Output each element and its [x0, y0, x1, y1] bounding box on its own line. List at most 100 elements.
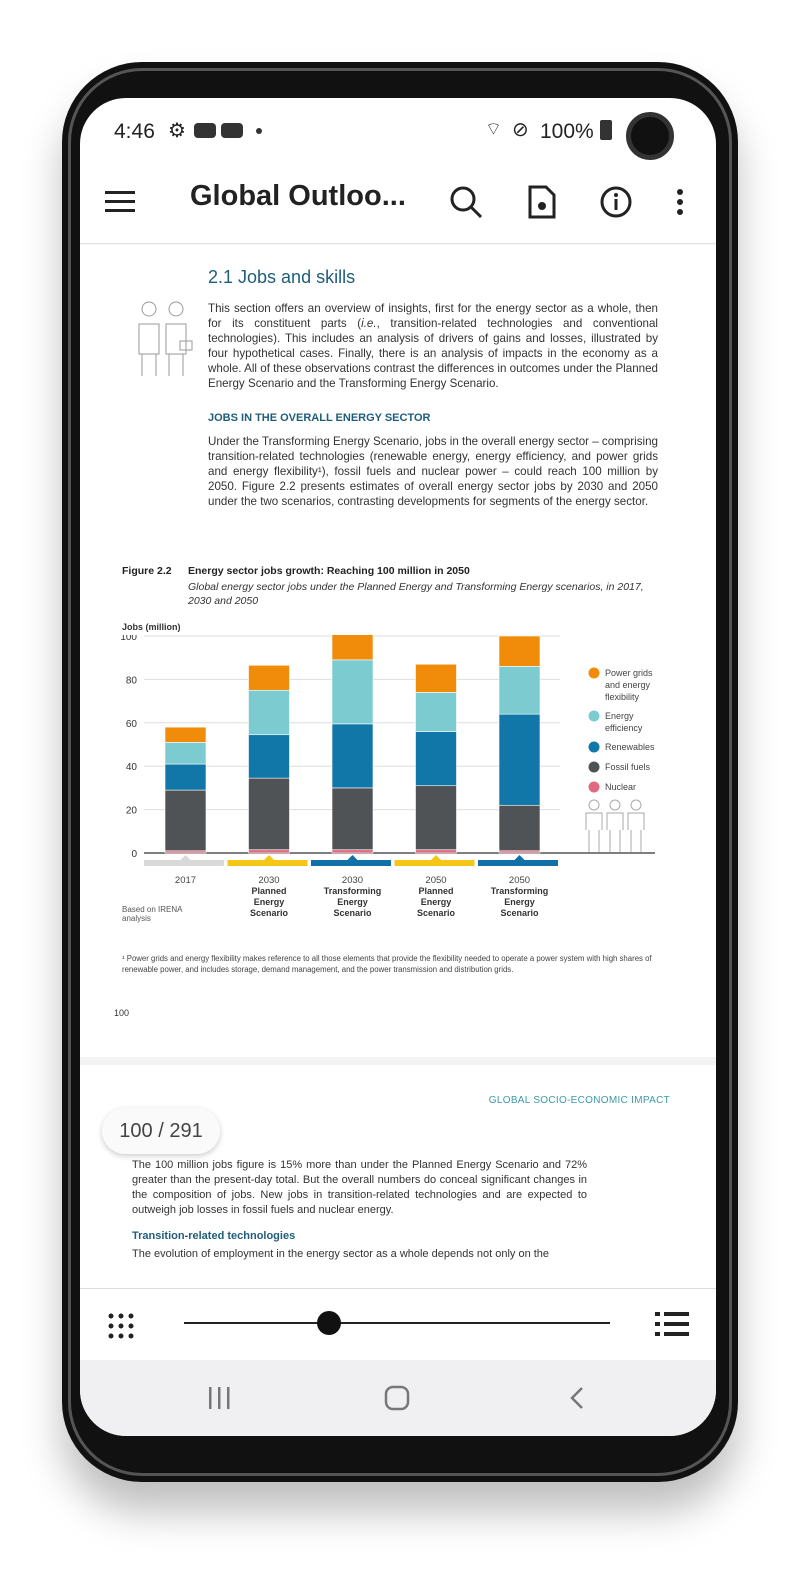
- bar-segment-fossil-fuels: [164, 789, 207, 852]
- page-indicator: 100 / 291: [102, 1108, 220, 1154]
- body-paragraph: The 100 million jobs figure is 15% more …: [132, 1159, 587, 1216]
- figure-label: Figure 2.2: [122, 565, 172, 577]
- legend-swatch: [588, 741, 600, 753]
- x-scenario-label: Energy: [504, 897, 535, 907]
- grid-view-icon[interactable]: [106, 1311, 136, 1341]
- clock: 4:46: [114, 120, 155, 143]
- info-icon[interactable]: [596, 182, 636, 222]
- bar-segment-power-grids-and-energy-flexibility: [248, 664, 290, 691]
- bar-segment-energy-efficiency: [498, 666, 541, 715]
- camera-icon: [626, 112, 674, 160]
- x-scenario-label: Energy: [254, 897, 285, 907]
- y-tick-label: 40: [126, 762, 138, 773]
- section-title: 2.1 Jobs and skills: [208, 267, 356, 287]
- bar-segment-renewables: [164, 763, 207, 791]
- scenario-marker-arrow: [430, 855, 442, 861]
- page-slider-track[interactable]: [184, 1322, 610, 1324]
- no-disturb-icon: ⊘: [512, 119, 529, 141]
- x-scenario-label: Planned: [251, 886, 286, 896]
- y-tick-label: 80: [126, 675, 138, 686]
- bar-segment-fossil-fuels: [498, 804, 541, 852]
- legend-swatch: [588, 667, 600, 679]
- scenario-marker: [311, 860, 391, 866]
- chart-subtitle: Global energy sector jobs under the Plan…: [188, 581, 644, 607]
- back-icon[interactable]: [562, 1384, 592, 1412]
- search-icon[interactable]: [446, 182, 486, 222]
- legend-swatch: [588, 761, 600, 773]
- bar-segment-power-grids-and-energy-flexibility: [498, 635, 541, 667]
- y-tick-label: 60: [126, 719, 138, 730]
- legend-label: and energy: [605, 680, 651, 690]
- scenario-marker-arrow: [346, 855, 359, 861]
- bar-segment-nuclear: [164, 850, 207, 854]
- bar-segment-energy-efficiency: [164, 742, 207, 765]
- subheading: Transition-related technologies: [132, 1230, 296, 1242]
- scenario-marker: [227, 860, 308, 866]
- legend-label: Power grids: [605, 668, 653, 678]
- x-tick-label: 2050: [509, 875, 530, 886]
- app-bar: Global Outloo...: [80, 160, 716, 244]
- scenario-marker-arrow: [513, 855, 526, 861]
- bar-segment-energy-efficiency: [415, 692, 457, 732]
- document-settings-icon[interactable]: [522, 182, 562, 222]
- bar-segment-nuclear: [248, 849, 290, 854]
- subheading: JOBS IN THE OVERALL ENERGY SECTOR: [208, 412, 431, 424]
- chart-title: Energy sector jobs growth: Reaching 100 …: [188, 565, 470, 577]
- legend-label: Nuclear: [605, 782, 636, 792]
- dot-icon: [256, 128, 262, 134]
- document-title: Global Outloo...: [190, 180, 406, 212]
- scenario-marker: [144, 860, 224, 866]
- legend-swatch: [588, 710, 600, 722]
- bar-segment-renewables: [331, 723, 374, 789]
- wifi-icon: ⌔: [485, 119, 502, 139]
- bar-segment-power-grids-and-energy-flexibility: [164, 726, 207, 743]
- x-scenario-label: Scenario: [500, 908, 539, 918]
- x-scenario-label: Scenario: [333, 908, 372, 918]
- people-illustration: [585, 799, 645, 852]
- bar-segment-renewables: [415, 731, 457, 787]
- x-tick-label: 2030: [342, 875, 363, 886]
- bar-segment-renewables: [248, 734, 290, 779]
- bar-segment-fossil-fuels: [331, 787, 374, 851]
- menu-icon[interactable]: [104, 186, 136, 218]
- bar-segment-power-grids-and-energy-flexibility: [415, 663, 457, 693]
- battery-text: 100%: [540, 120, 594, 143]
- x-scenario-label: Transforming: [324, 886, 382, 896]
- legend-label: Fossil fuels: [605, 762, 651, 772]
- workers-illustration: [138, 301, 193, 376]
- scenario-marker: [478, 860, 558, 866]
- x-scenario-label: Scenario: [250, 908, 289, 918]
- more-vert-icon[interactable]: [670, 182, 690, 222]
- page-number: 100: [114, 1008, 130, 1018]
- x-scenario-label: Transforming: [491, 886, 549, 896]
- x-tick-label: 2030: [258, 875, 279, 886]
- bar-segment-nuclear: [415, 849, 457, 854]
- bottom-toolbar: [80, 1288, 716, 1360]
- bar-segment-fossil-fuels: [415, 785, 457, 851]
- x-scenario-label: Planned: [418, 886, 453, 896]
- legend-label: Energy: [605, 711, 634, 721]
- table-of-contents-icon[interactable]: [654, 1309, 690, 1339]
- body-paragraph: Under the Transforming Energy Scenario, …: [208, 435, 658, 508]
- pdf-page-101: GLOBAL SOCIO-ECONOMIC IMPACT The 100 mil…: [80, 1065, 716, 1295]
- bar-segment-energy-efficiency: [331, 659, 374, 725]
- page-slider-thumb[interactable]: [317, 1311, 342, 1335]
- home-icon[interactable]: [382, 1384, 412, 1412]
- bar-segment-nuclear: [498, 850, 541, 854]
- footnote: ¹ Power grids and energy flexibility mak…: [122, 954, 652, 974]
- y-tick-label: 20: [126, 806, 138, 817]
- bar-segment-energy-efficiency: [248, 689, 290, 736]
- scenario-marker-arrow: [263, 855, 275, 861]
- status-bar: 4:46 ⚙ ⌔ ⊘ 100%: [80, 98, 716, 160]
- bar-segment-power-grids-and-energy-flexibility: [331, 635, 374, 661]
- y-tick-label: 100: [120, 635, 137, 643]
- youtube-icon: [221, 123, 243, 138]
- body-paragraph: The evolution of employment in the energ…: [132, 1248, 550, 1260]
- scenario-marker: [394, 860, 475, 866]
- x-scenario-label: Energy: [337, 897, 368, 907]
- intro-paragraph: This section offers an overview of insig…: [208, 302, 658, 390]
- recents-icon[interactable]: [204, 1384, 234, 1412]
- pdf-page-100: 2.1 Jobs and skills This section offers …: [80, 245, 716, 1057]
- y-tick-label: 0: [131, 849, 137, 860]
